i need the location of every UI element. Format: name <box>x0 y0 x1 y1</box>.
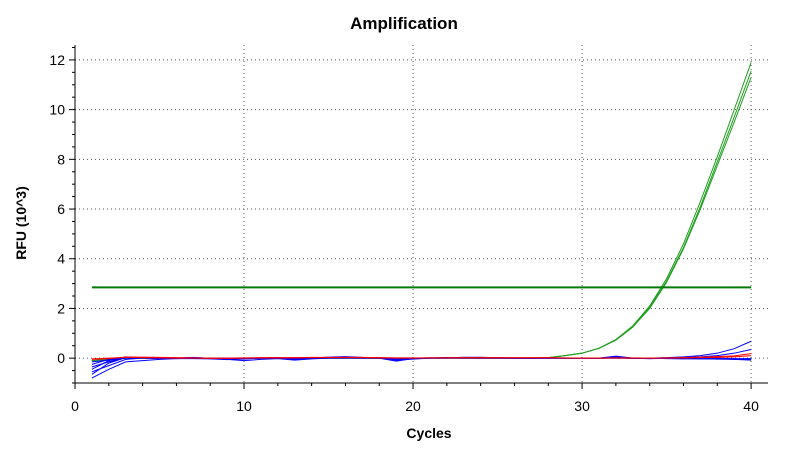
grid-lines <box>75 45 768 383</box>
axes <box>74 45 768 384</box>
x-tick-label: 40 <box>743 398 759 414</box>
series-line <box>91 348 752 375</box>
x-tick-label: 20 <box>405 398 421 414</box>
y-tick-label: 8 <box>57 151 65 167</box>
chart-title: Amplification <box>350 14 458 33</box>
x-tick-label: 10 <box>236 398 252 414</box>
y-tick-label: 12 <box>49 52 65 68</box>
series-line <box>91 77 752 362</box>
series-line <box>91 355 752 360</box>
y-tick-label: 10 <box>49 102 65 118</box>
series-line <box>91 70 752 362</box>
series-line <box>91 62 752 362</box>
x-tick-label: 0 <box>71 398 79 414</box>
series-lines <box>91 62 752 379</box>
x-tick-label: 30 <box>574 398 590 414</box>
x-axis-label: Cycles <box>406 425 451 441</box>
series-line <box>91 340 752 379</box>
y-tick-label: 6 <box>57 201 65 217</box>
tick-marks: 0 2 4 6 8 10 12 0 10 20 30 40 <box>49 46 759 414</box>
y-tick-label: 0 <box>57 350 65 366</box>
y-tick-label: 4 <box>57 251 65 267</box>
y-axis-label: RFU (10^3) <box>13 186 29 260</box>
y-tick-label: 2 <box>57 300 65 316</box>
